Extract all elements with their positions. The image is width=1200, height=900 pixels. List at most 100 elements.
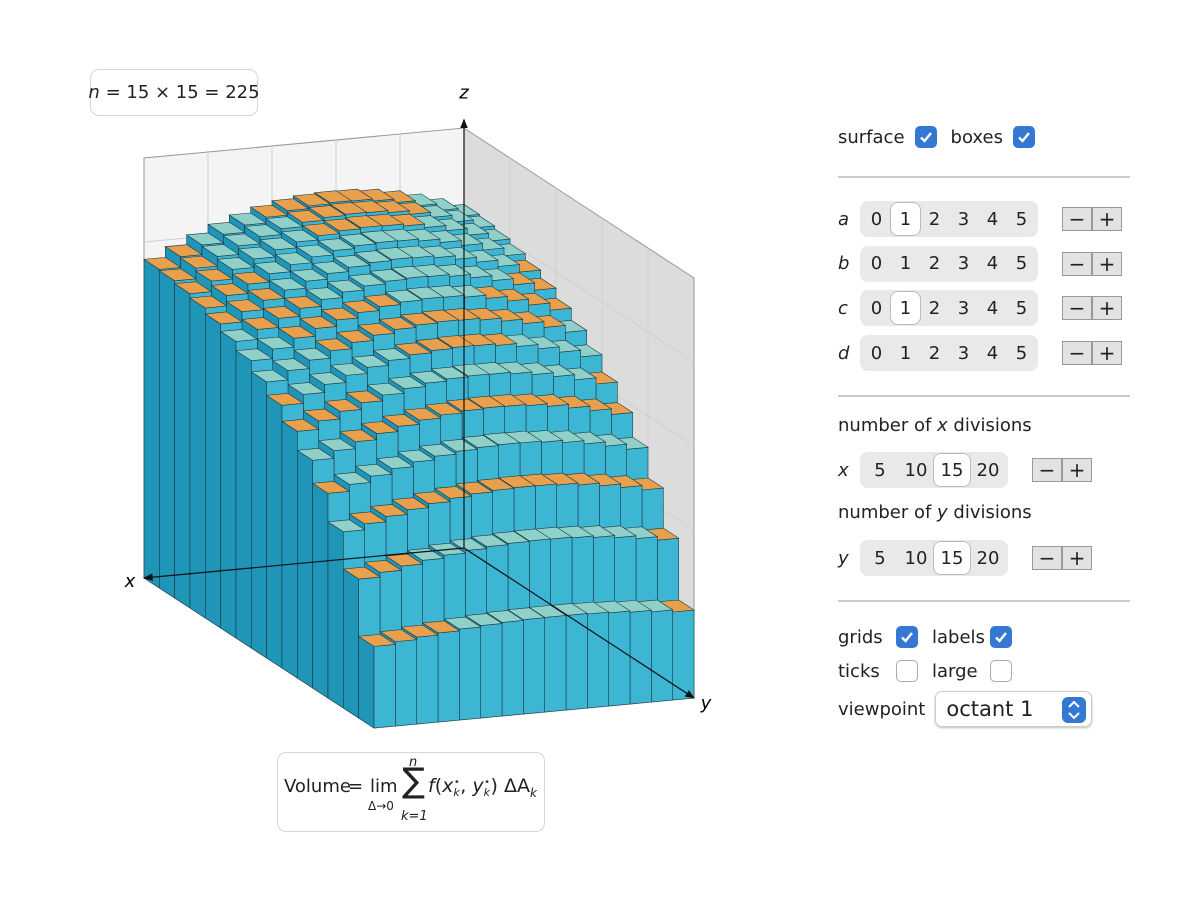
check-mark bbox=[901, 632, 913, 643]
option[interactable]: 0 bbox=[870, 342, 883, 364]
stepper-button[interactable]: − bbox=[1062, 296, 1092, 321]
option[interactable]: 1 bbox=[899, 253, 912, 275]
option[interactable]: 3 bbox=[957, 297, 970, 319]
stepper-button[interactable]: + bbox=[1092, 341, 1122, 366]
stepper-button[interactable]: − bbox=[1032, 546, 1062, 570]
box-top bbox=[210, 283, 249, 296]
heading: number of y divisions bbox=[838, 495, 1032, 529]
checkbox[interactable] bbox=[1012, 126, 1035, 148]
box-top bbox=[400, 624, 439, 638]
box-top bbox=[301, 223, 341, 236]
option[interactable]: 3 bbox=[957, 253, 970, 275]
option[interactable]: 1 bbox=[891, 203, 920, 235]
box-top bbox=[326, 279, 365, 293]
box-side-y bbox=[608, 610, 631, 707]
stepper-button[interactable]: − bbox=[1062, 207, 1092, 231]
formula-sum-top: n bbox=[409, 755, 418, 770]
box-top bbox=[513, 528, 552, 542]
box-top bbox=[323, 218, 362, 232]
box-top bbox=[433, 486, 473, 499]
option[interactable]: 4 bbox=[986, 297, 999, 319]
option[interactable]: 5 bbox=[1015, 297, 1028, 319]
option[interactable]: 10 bbox=[904, 459, 928, 481]
count-text: = 15 × 15 = 225 bbox=[105, 82, 260, 103]
option[interactable]: 2 bbox=[928, 208, 941, 230]
stepper-button[interactable]: + bbox=[1092, 296, 1122, 321]
box-top bbox=[341, 300, 381, 313]
box-top bbox=[357, 322, 396, 336]
option[interactable]: 0 bbox=[870, 253, 883, 275]
option[interactable]: 10 bbox=[904, 547, 928, 569]
option[interactable]: 4 bbox=[986, 342, 999, 364]
option[interactable]: 20 bbox=[976, 459, 1000, 481]
option[interactable]: 5 bbox=[1015, 208, 1028, 230]
axis-label: x bbox=[124, 571, 136, 592]
option[interactable]: 1 bbox=[891, 292, 920, 325]
stepper-button[interactable]: − bbox=[1062, 251, 1092, 276]
box-top bbox=[387, 376, 427, 389]
paren: ( bbox=[434, 775, 443, 797]
sup: ⋆ bbox=[483, 774, 491, 788]
box-top bbox=[348, 511, 387, 525]
box-top bbox=[507, 607, 546, 621]
option[interactable]: 2 bbox=[928, 297, 941, 319]
box-top bbox=[286, 210, 325, 223]
stepper-button[interactable]: + bbox=[1092, 207, 1122, 231]
box-top bbox=[390, 265, 429, 279]
box bbox=[357, 634, 397, 729]
box-top bbox=[235, 348, 274, 362]
checkbox[interactable] bbox=[990, 626, 1012, 648]
option[interactable]: 20 bbox=[976, 547, 1000, 569]
option[interactable]: 1 bbox=[899, 342, 912, 364]
box-top bbox=[476, 478, 515, 491]
checkbox[interactable] bbox=[914, 126, 937, 148]
box-side-x bbox=[235, 350, 252, 649]
option[interactable]: 3 bbox=[957, 208, 970, 230]
box-top bbox=[482, 432, 521, 446]
option[interactable]: 15 bbox=[934, 454, 970, 486]
box-side-y bbox=[416, 634, 439, 725]
stepper-button[interactable]: + bbox=[1062, 458, 1092, 482]
option[interactable]: 4 bbox=[986, 253, 999, 275]
checkbox[interactable] bbox=[896, 660, 918, 682]
box-top bbox=[409, 370, 448, 384]
box-side-x bbox=[358, 635, 375, 729]
option[interactable]: 5 bbox=[874, 547, 886, 569]
box-top bbox=[415, 338, 454, 351]
box-top bbox=[342, 566, 381, 580]
option-name: x bbox=[838, 459, 849, 481]
box-side-y bbox=[544, 615, 567, 713]
stepper-button[interactable]: − bbox=[1062, 341, 1092, 366]
box-top bbox=[385, 553, 424, 567]
box-top bbox=[391, 497, 430, 511]
viewpoint-select[interactable]: octant 1 bbox=[935, 691, 1093, 727]
box-top bbox=[451, 363, 491, 377]
option[interactable]: 0 bbox=[870, 208, 883, 230]
box-top bbox=[443, 616, 482, 630]
box-side-y bbox=[629, 609, 652, 705]
option[interactable]: 5 bbox=[874, 459, 886, 481]
option[interactable]: 5 bbox=[1015, 342, 1028, 364]
box-side-y bbox=[437, 630, 460, 723]
stepper-button[interactable]: − bbox=[1032, 458, 1062, 482]
checkbox[interactable] bbox=[896, 626, 918, 648]
stepper-button[interactable]: + bbox=[1062, 546, 1092, 570]
option[interactable]: 15 bbox=[934, 542, 970, 574]
option[interactable]: 3 bbox=[957, 342, 970, 364]
option[interactable]: 0 bbox=[870, 297, 883, 319]
formula-term: f(x ⋆ k, y ⋆ k) ΔAk bbox=[428, 775, 537, 800]
box-top bbox=[445, 398, 485, 412]
viewpoint-row: viewpoint octant 1 bbox=[838, 691, 1093, 727]
box-top bbox=[243, 224, 283, 237]
checkbox[interactable] bbox=[990, 660, 1012, 682]
option[interactable]: 5 bbox=[1015, 253, 1028, 275]
box-top bbox=[313, 190, 353, 203]
option[interactable]: 2 bbox=[928, 342, 941, 364]
box-top bbox=[369, 504, 409, 517]
option[interactable]: 2 bbox=[928, 253, 941, 275]
option[interactable]: 4 bbox=[986, 208, 999, 230]
stepper-button[interactable]: + bbox=[1092, 251, 1122, 276]
box-top bbox=[302, 408, 341, 422]
box-side-y bbox=[480, 623, 503, 719]
